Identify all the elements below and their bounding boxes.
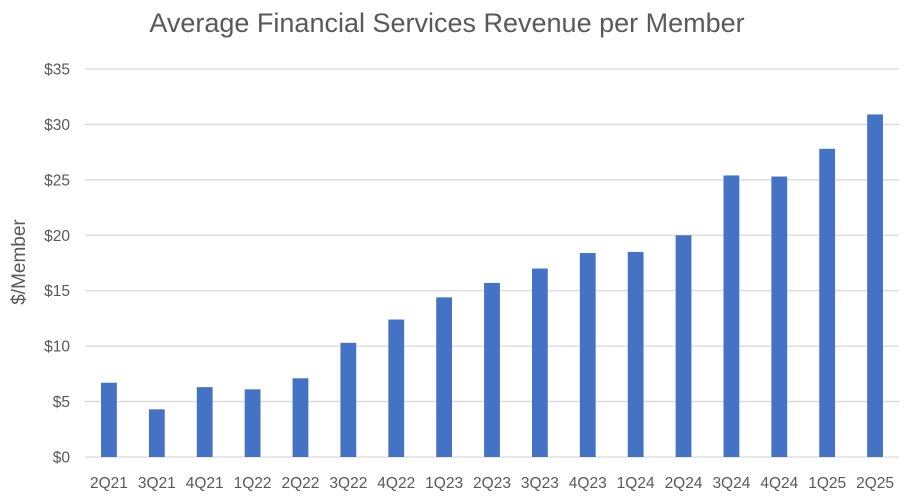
x-tick-label: 1Q24 xyxy=(617,475,655,492)
x-tick-label: 2Q24 xyxy=(665,475,703,492)
bar-1Q24 xyxy=(627,251,644,457)
x-tick-label: 1Q23 xyxy=(425,475,463,492)
bar-2Q21 xyxy=(101,382,117,457)
bar-3Q22 xyxy=(340,342,357,457)
bar-4Q22 xyxy=(388,319,405,457)
y-tick-label: $20 xyxy=(44,228,70,245)
x-tick-label: 4Q24 xyxy=(760,475,798,492)
bar-4Q24 xyxy=(771,176,788,457)
bar-4Q23 xyxy=(579,253,596,457)
x-axis-ticks: 2Q21 3Q21 4Q21 1Q22 2Q22 3Q22 4Q22 1Q23 2Q23 3Q23… xyxy=(90,475,894,492)
y-axis-label: $/Member xyxy=(9,219,30,305)
y-tick-label: $15 xyxy=(44,283,70,300)
x-tick-label: 4Q21 xyxy=(186,475,224,492)
x-tick-label: 1Q25 xyxy=(808,475,846,492)
y-tick-label: $0 xyxy=(53,450,71,467)
bar-3Q23 xyxy=(531,268,548,457)
bar-2Q24 xyxy=(675,235,692,457)
y-tick-label: $25 xyxy=(44,172,70,189)
x-tick-label: 2Q21 xyxy=(90,475,128,492)
y-tick-label: $5 xyxy=(53,394,70,411)
bar-2Q23 xyxy=(484,282,500,457)
y-tick-label: $10 xyxy=(44,339,70,356)
bars xyxy=(101,114,883,458)
bar-4Q21 xyxy=(196,387,213,457)
bar-2Q25 xyxy=(867,114,883,458)
bar-3Q24 xyxy=(723,175,740,457)
bar-1Q25 xyxy=(819,148,836,457)
bar-3Q21 xyxy=(148,409,165,457)
y-tick-label: $30 xyxy=(44,117,70,134)
x-tick-label: 2Q23 xyxy=(473,475,511,492)
x-tick-label: 2Q25 xyxy=(856,475,894,492)
x-tick-label: 4Q22 xyxy=(377,475,415,492)
x-tick-label: 3Q22 xyxy=(329,475,367,492)
x-tick-label: 2Q22 xyxy=(282,475,320,492)
x-tick-label: 1Q22 xyxy=(234,475,272,492)
x-tick-label: 3Q23 xyxy=(521,475,559,492)
chart-title: Average Financial Services Revenue per M… xyxy=(149,8,744,38)
y-axis-ticks: $0 $5 $10 $15 $20 $25 $30 $35 xyxy=(44,62,70,467)
x-tick-label: 4Q23 xyxy=(569,475,607,492)
x-tick-label: 3Q24 xyxy=(712,475,750,492)
y-tick-label: $35 xyxy=(44,62,70,79)
bar-2Q22 xyxy=(292,378,309,457)
bar-1Q22 xyxy=(244,389,261,457)
bar-1Q23 xyxy=(436,297,453,457)
x-tick-label: 3Q21 xyxy=(138,475,176,492)
